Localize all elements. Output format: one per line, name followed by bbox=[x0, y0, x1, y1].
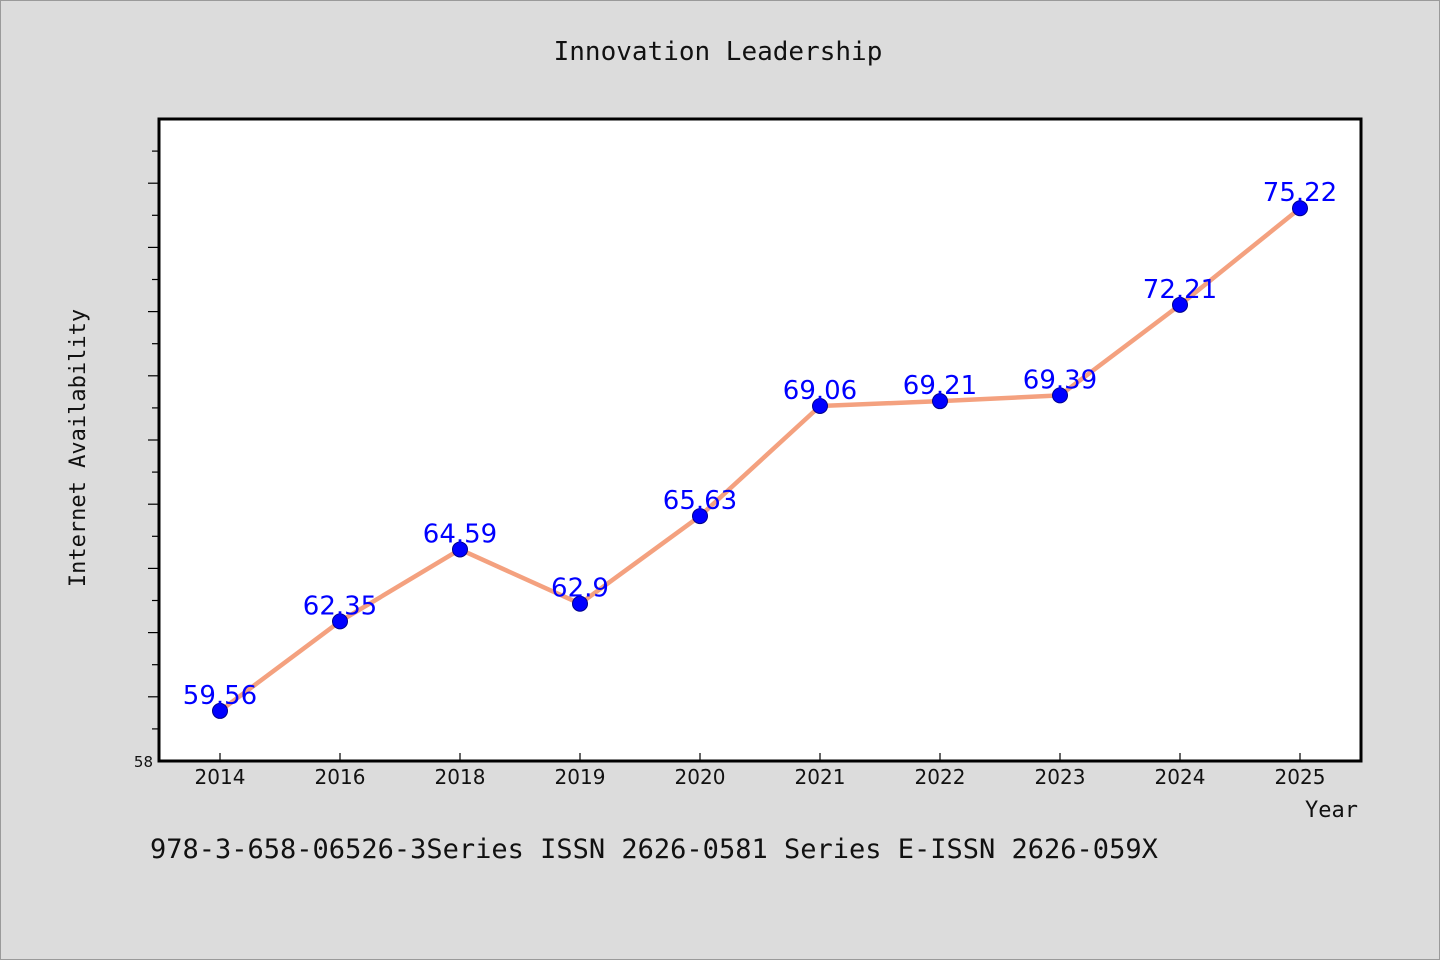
data-label: 72.21 bbox=[1143, 275, 1217, 305]
y-axis-ticks: 58 bbox=[134, 150, 159, 771]
series-line bbox=[218, 206, 1302, 713]
data-label: 69.06 bbox=[783, 376, 857, 406]
x-tick-label: 2020 bbox=[675, 765, 726, 789]
data-point bbox=[572, 595, 588, 612]
x-tick-label: 2024 bbox=[1155, 765, 1206, 789]
data-point bbox=[692, 508, 708, 525]
data-point bbox=[1292, 200, 1308, 217]
data-point bbox=[1052, 387, 1068, 404]
x-tick-label: 2014 bbox=[195, 765, 246, 789]
x-tick-label: 2023 bbox=[1035, 765, 1086, 789]
data-point bbox=[812, 397, 828, 414]
y-tick-label: 58 bbox=[134, 753, 153, 771]
x-tick-label: 2016 bbox=[315, 765, 366, 789]
series-layer: 59.56 62.35 64.59 62.9 65.63 69.06 69.21 69.39 7… bbox=[183, 178, 1337, 719]
data-label: 59.56 bbox=[183, 681, 257, 711]
x-tick-label: 2021 bbox=[795, 765, 846, 789]
data-label: 75.22 bbox=[1263, 178, 1337, 208]
x-tick-label: 2019 bbox=[555, 765, 606, 789]
x-tick-label: 2025 bbox=[1275, 765, 1326, 789]
data-label: 64.59 bbox=[423, 519, 497, 549]
x-axis-ticks: 2014 2016 2018 2019 2020 2021 2022 2023 2024 2025 bbox=[195, 753, 1326, 789]
x-tick-label: 2022 bbox=[915, 765, 966, 789]
x-axis-label: Year bbox=[1305, 798, 1358, 823]
chart-title: Innovation Leadership bbox=[554, 37, 883, 67]
data-label: 69.39 bbox=[1023, 365, 1097, 395]
data-point bbox=[932, 393, 948, 410]
data-point bbox=[332, 613, 348, 630]
x-tick-label: 2018 bbox=[435, 765, 486, 789]
data-point bbox=[1172, 296, 1188, 313]
data-label: 69.21 bbox=[903, 371, 977, 401]
data-point bbox=[452, 541, 468, 558]
y-axis-label: Internet Availability bbox=[66, 309, 91, 587]
footer-isbn-issn: 978-3-658-06526-3Series ISSN 2626-0581 S… bbox=[150, 834, 1158, 865]
data-label: 62.35 bbox=[303, 591, 377, 621]
data-point bbox=[212, 702, 228, 719]
plot-area bbox=[157, 117, 1363, 763]
data-label: 62.9 bbox=[551, 574, 609, 604]
data-label: 65.63 bbox=[663, 486, 737, 516]
